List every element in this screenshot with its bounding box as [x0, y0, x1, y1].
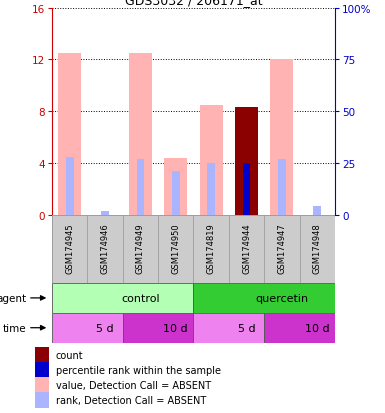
- Bar: [172, 172, 180, 215]
- Bar: [52, 313, 123, 343]
- Bar: [193, 313, 264, 343]
- Bar: [52, 283, 193, 313]
- Text: GSM174946: GSM174946: [100, 223, 110, 273]
- Bar: [35, 348, 49, 363]
- Bar: [35, 377, 49, 392]
- Bar: [300, 215, 335, 283]
- Bar: [66, 157, 74, 215]
- Bar: [207, 164, 215, 215]
- Text: control: control: [121, 293, 160, 303]
- Bar: [235, 108, 258, 215]
- Bar: [193, 283, 335, 313]
- Text: 5 d: 5 d: [96, 323, 114, 333]
- Bar: [278, 159, 286, 215]
- Text: GSM174950: GSM174950: [171, 223, 180, 273]
- Text: 10 d: 10 d: [164, 323, 188, 333]
- Text: GSM174947: GSM174947: [277, 223, 286, 273]
- Bar: [35, 392, 49, 408]
- Bar: [243, 164, 250, 215]
- Bar: [313, 207, 321, 215]
- Text: percentile rank within the sample: percentile rank within the sample: [56, 365, 221, 375]
- Text: GSM174949: GSM174949: [136, 223, 145, 273]
- Bar: [123, 313, 193, 343]
- Bar: [87, 215, 123, 283]
- Text: count: count: [56, 350, 84, 360]
- Bar: [264, 215, 300, 283]
- Bar: [58, 54, 81, 215]
- Bar: [264, 313, 335, 343]
- Bar: [164, 159, 187, 215]
- Text: 10 d: 10 d: [305, 323, 330, 333]
- Bar: [158, 215, 193, 283]
- Text: 5 d: 5 d: [238, 323, 255, 333]
- Text: GSM174944: GSM174944: [242, 223, 251, 273]
- Bar: [129, 54, 152, 215]
- Text: agent: agent: [0, 293, 27, 303]
- Bar: [229, 215, 264, 283]
- Bar: [193, 215, 229, 283]
- Text: quercetin: quercetin: [255, 293, 308, 303]
- Bar: [270, 60, 293, 215]
- Bar: [137, 159, 144, 215]
- Bar: [101, 211, 109, 215]
- Title: GDS3032 / 206171_at: GDS3032 / 206171_at: [125, 0, 262, 7]
- Text: GSM174948: GSM174948: [313, 223, 322, 273]
- Text: value, Detection Call = ABSENT: value, Detection Call = ABSENT: [56, 380, 211, 390]
- Bar: [35, 363, 49, 377]
- Text: time: time: [3, 323, 27, 333]
- Bar: [123, 215, 158, 283]
- Text: rank, Detection Call = ABSENT: rank, Detection Call = ABSENT: [56, 395, 206, 405]
- Text: GSM174819: GSM174819: [207, 223, 216, 273]
- Bar: [52, 215, 87, 283]
- Bar: [200, 105, 223, 215]
- Text: GSM174945: GSM174945: [65, 223, 74, 273]
